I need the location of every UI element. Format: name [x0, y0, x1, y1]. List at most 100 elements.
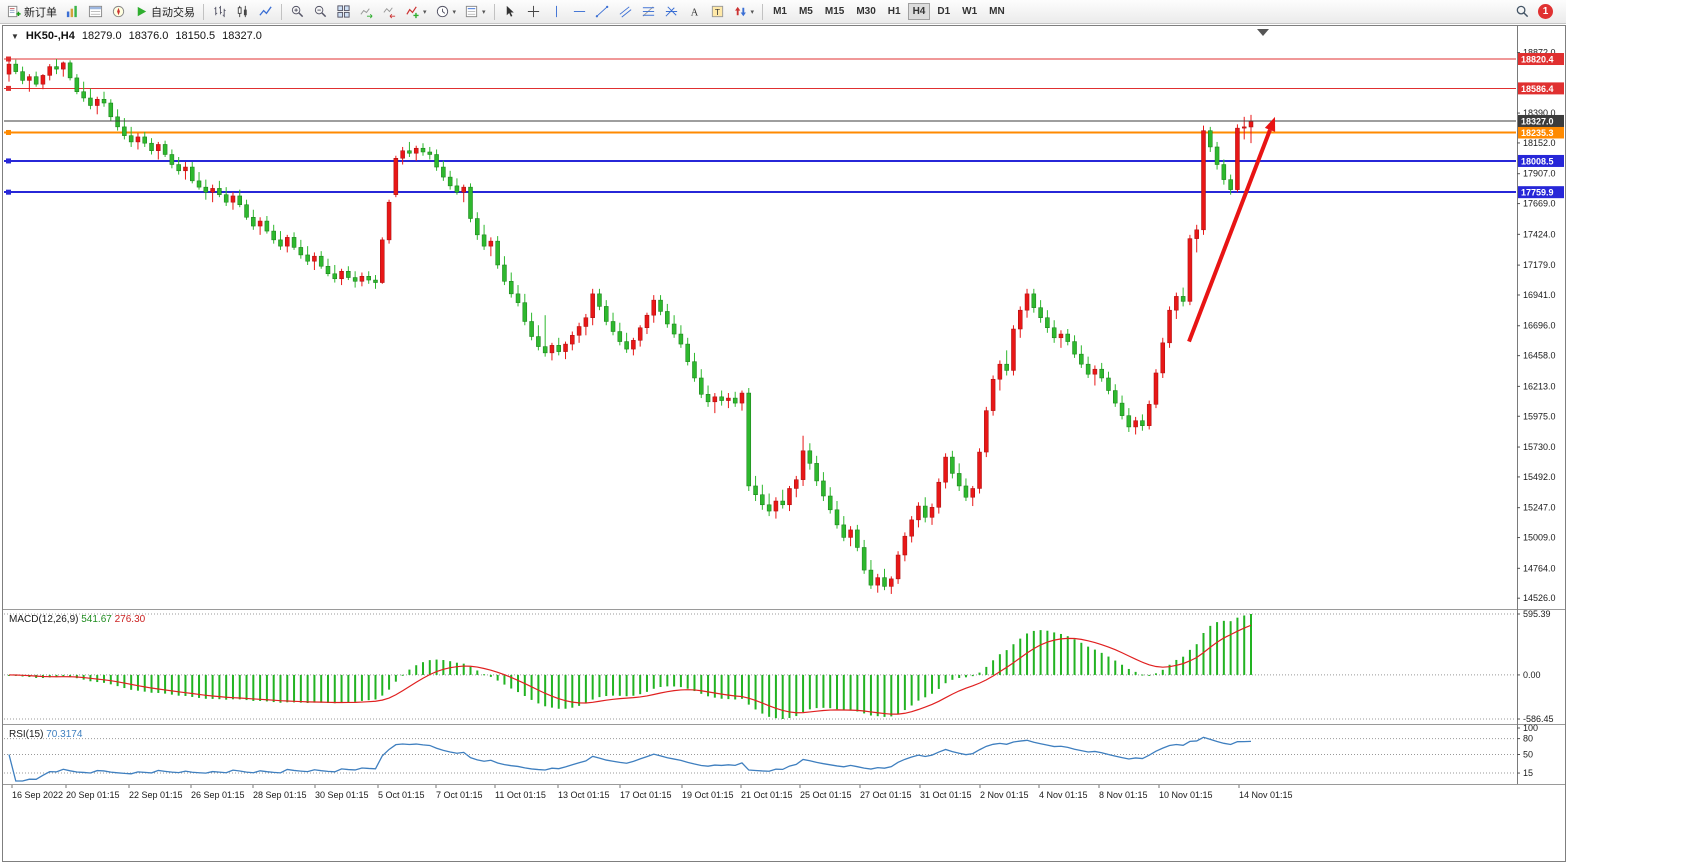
candle-down: [882, 577, 887, 587]
chart-window[interactable]: 18872.0 18390.0 18152.0 17907.0 17669.0 17424…: [2, 25, 1566, 862]
price-label-box: [1518, 114, 1564, 127]
candle-up: [936, 481, 942, 508]
candle-down: [1031, 293, 1037, 308]
candle-up: [1017, 309, 1023, 330]
zoom-in-button[interactable]: [287, 2, 308, 22]
candle-up: [1146, 404, 1152, 426]
candle-up: [726, 397, 731, 401]
macd-histogram-bar: [408, 669, 411, 675]
arrows-button[interactable]: ▾: [730, 2, 758, 22]
chart-shift-button[interactable]: [379, 2, 400, 22]
tile-windows-button[interactable]: [333, 2, 354, 22]
candle-up: [1058, 333, 1064, 339]
candle-down: [868, 569, 874, 586]
zoom-in-icon: [291, 5, 304, 18]
notification-badge[interactable]: 1: [1538, 4, 1553, 19]
trend-arrow-head[interactable]: [1264, 116, 1276, 132]
price-tick-label: 15009.0: [1523, 533, 1556, 543]
candle-down: [1004, 363, 1009, 371]
timeframe-H4-button[interactable]: H4: [907, 3, 931, 20]
time-axis-label: 4 Nov 01:15: [1039, 790, 1088, 800]
time-axis[interactable]: [3, 784, 1565, 861]
data-window-button[interactable]: [85, 2, 106, 22]
periods-button[interactable]: ▾: [432, 2, 460, 22]
candle-down: [1085, 363, 1091, 375]
chart-canvas[interactable]: 18872.0 18390.0 18152.0 17907.0 17669.0 17424…: [3, 26, 1565, 861]
text-button[interactable]: A: [684, 2, 705, 22]
macd-histogram-bar: [598, 674, 601, 698]
one-click-trading-arrow[interactable]: ▼: [11, 31, 19, 41]
macd-histogram-bar: [245, 674, 248, 701]
candle-down: [508, 281, 514, 295]
text-label-button[interactable]: T: [707, 2, 728, 22]
equidistant-channel-button[interactable]: [615, 2, 636, 22]
line-handle[interactable]: [6, 85, 11, 91]
price-tick-label: 16941.0: [1523, 290, 1556, 300]
new-order-button[interactable]: 新订单: [4, 2, 60, 22]
market-watch-button[interactable]: [62, 2, 83, 22]
candle-chart-mode-button[interactable]: [232, 2, 253, 22]
price-label-box: [1518, 154, 1564, 167]
candle-down: [1038, 307, 1043, 318]
andrews-pitchfork-button[interactable]: [661, 2, 682, 22]
macd-histogram-bar: [360, 674, 363, 701]
fibonacci-button[interactable]: [638, 2, 659, 22]
candle-up: [773, 500, 779, 512]
templates-button[interactable]: ▾: [461, 2, 489, 22]
chart-shift-marker[interactable]: [1257, 29, 1269, 36]
candle-down: [196, 180, 202, 188]
trend-arrow-line[interactable]: [1187, 129, 1272, 343]
cursor-button[interactable]: [500, 2, 521, 22]
price-label-text: 18820.4: [1521, 55, 1554, 65]
dropdown-arrow-icon: ▾: [482, 8, 486, 16]
crosshair-button[interactable]: [523, 2, 544, 22]
candle-down: [67, 62, 73, 79]
autotrade-button[interactable]: 自动交易: [131, 2, 198, 22]
timeframe-MN-button[interactable]: MN: [984, 3, 1010, 20]
indicators-button[interactable]: ▾: [402, 2, 430, 22]
arrows-icon: [734, 6, 746, 17]
horizontal-line-button[interactable]: [569, 2, 590, 22]
timeframe-M5-button[interactable]: M5: [794, 3, 818, 20]
auto-scroll-button[interactable]: [356, 2, 377, 22]
timeframe-W1-button[interactable]: W1: [957, 3, 982, 20]
macd-histogram-bar: [157, 674, 160, 693]
macd-histogram-bar: [279, 674, 282, 703]
line-handle[interactable]: [6, 56, 11, 62]
candle-up: [6, 63, 12, 75]
timeframe-M15-button[interactable]: M15: [820, 3, 849, 20]
chart-plot-area[interactable]: [3, 26, 1517, 784]
macd-histogram-bar: [401, 674, 404, 676]
candle-down: [74, 77, 80, 92]
macd-histogram-bar: [1154, 673, 1157, 675]
candle-down: [475, 218, 480, 236]
candle-down: [1106, 377, 1111, 391]
timeframe-H1-button[interactable]: H1: [883, 3, 906, 20]
macd-histogram-bar: [876, 674, 879, 717]
line-chart-mode-button[interactable]: [255, 2, 276, 22]
vertical-line-button[interactable]: [546, 2, 567, 22]
price-label-text: 18586.4: [1521, 84, 1554, 94]
autotrade-icon: [137, 6, 147, 17]
candle-down: [427, 151, 433, 155]
navigator-button[interactable]: [108, 2, 129, 22]
timeframe-M1-button[interactable]: M1: [768, 3, 792, 20]
macd-histogram-bar: [1127, 668, 1130, 675]
candle-up: [1174, 296, 1179, 311]
candle-down: [855, 529, 860, 548]
line-handle[interactable]: [6, 189, 11, 195]
price-tick-label: 15730.0: [1523, 442, 1556, 452]
price-tick-label: 14764.0: [1523, 563, 1556, 573]
timeframe-M30-button[interactable]: M30: [851, 3, 880, 20]
zoom-out-button[interactable]: [310, 2, 331, 22]
search-button[interactable]: [1512, 2, 1533, 22]
price-axis[interactable]: [1517, 26, 1565, 784]
timeframe-D1-button[interactable]: D1: [932, 3, 955, 20]
price-tick-label: 17179.0: [1523, 260, 1556, 270]
line-handle[interactable]: [6, 129, 11, 135]
bar-chart-mode-button[interactable]: [209, 2, 230, 22]
macd-histogram-bar: [442, 660, 445, 675]
trendline-button[interactable]: [592, 2, 613, 22]
candle-down: [495, 240, 500, 266]
line-handle[interactable]: [6, 158, 11, 164]
